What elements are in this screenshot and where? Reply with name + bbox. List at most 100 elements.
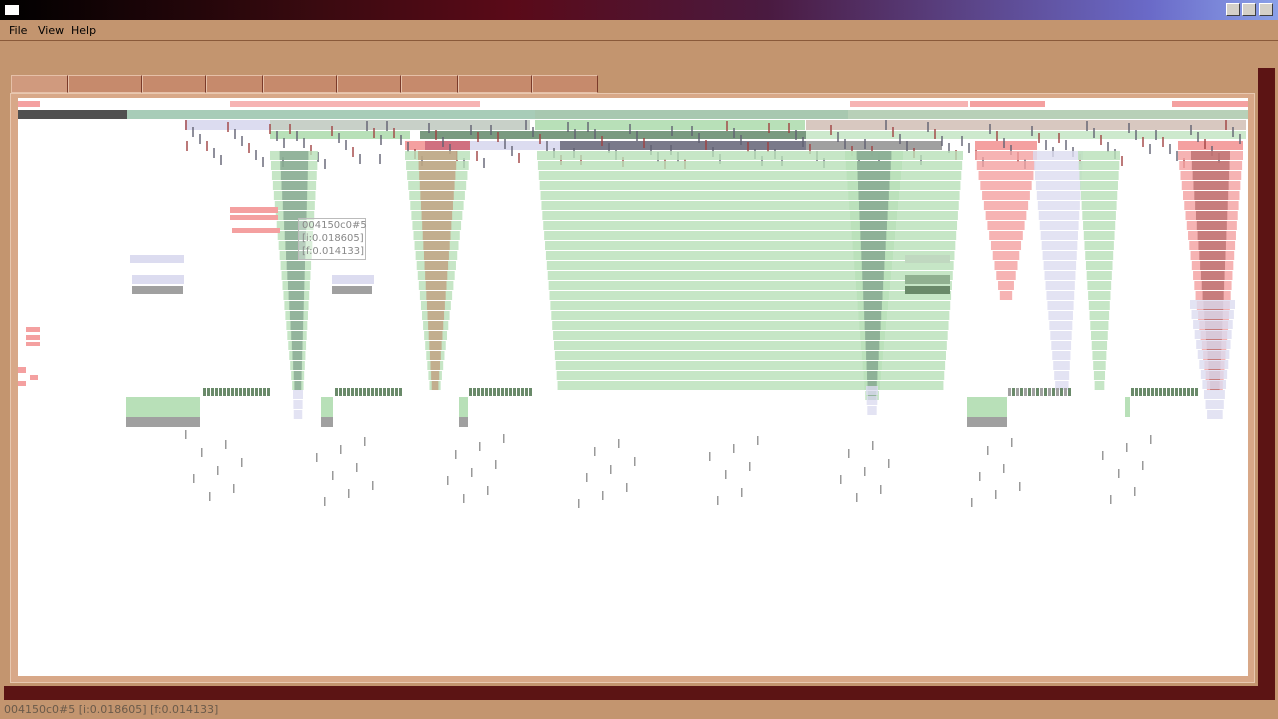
call-block [241, 136, 243, 146]
tab[interactable] [142, 75, 206, 93]
call-block [996, 131, 998, 141]
call-block [477, 132, 479, 142]
call-block [554, 351, 946, 360]
call-block [1190, 125, 1192, 135]
call-block [431, 371, 440, 380]
call-block [1197, 350, 1230, 359]
call-block [248, 143, 250, 153]
call-block [795, 130, 797, 140]
call-block [601, 136, 603, 146]
call-block [864, 467, 866, 476]
call-block [270, 120, 530, 130]
call-block [1033, 161, 1083, 170]
call-block [560, 141, 806, 150]
call-block [1194, 330, 1232, 339]
call-block [1232, 127, 1234, 137]
call-block [1085, 261, 1113, 270]
call-block [426, 301, 445, 310]
call-block [1204, 139, 1206, 149]
call-block [532, 127, 534, 137]
call-block [1019, 482, 1021, 491]
call-block [1195, 211, 1228, 220]
call-block [422, 221, 452, 230]
tab[interactable] [263, 75, 337, 93]
call-block [293, 371, 302, 380]
menu-item[interactable]: View [38, 24, 65, 37]
call-block [483, 158, 485, 168]
call-block [435, 130, 437, 140]
call-block [970, 101, 1045, 107]
call-block [535, 120, 805, 130]
call-block [335, 388, 338, 396]
call-block [552, 321, 949, 330]
call-block [267, 388, 270, 396]
call-block [185, 120, 187, 130]
call-block [517, 388, 520, 396]
tab[interactable] [401, 75, 458, 93]
call-block [26, 327, 40, 332]
tab[interactable] [11, 75, 68, 93]
call-block [359, 388, 362, 396]
call-block [1036, 388, 1039, 396]
call-block [1143, 388, 1146, 396]
call-block [546, 261, 954, 270]
call-block [227, 388, 230, 396]
call-block [426, 291, 446, 300]
call-block [550, 301, 951, 310]
call-block [857, 171, 891, 180]
tab[interactable] [532, 75, 598, 93]
tab[interactable] [337, 75, 401, 93]
call-block [321, 417, 333, 427]
call-block [276, 131, 278, 141]
call-block [1045, 140, 1047, 150]
call-block [1078, 151, 1120, 160]
call-block [574, 129, 576, 139]
call-block [867, 371, 878, 380]
call-block [379, 154, 381, 164]
call-block [234, 129, 236, 139]
call-block [1008, 388, 1011, 396]
menu-item[interactable]: File [9, 24, 28, 37]
call-block [1205, 400, 1224, 409]
call-block [356, 463, 358, 472]
call-block [539, 181, 961, 190]
call-block [1081, 201, 1117, 210]
call-block [1085, 251, 1114, 260]
call-block [546, 141, 548, 151]
tab[interactable] [206, 75, 263, 93]
call-block [867, 381, 877, 390]
call-block [223, 388, 226, 396]
maximize-button[interactable] [1242, 3, 1256, 16]
call-block [1199, 251, 1226, 260]
call-block [1191, 161, 1230, 170]
call-block [380, 135, 382, 145]
call-block [1195, 388, 1198, 396]
call-block [866, 396, 878, 405]
menu-item[interactable]: Help [71, 24, 97, 37]
call-block [670, 145, 672, 155]
call-block [862, 281, 884, 290]
call-block [971, 498, 973, 507]
call-block [289, 311, 304, 320]
call-block [235, 388, 238, 396]
call-block [542, 211, 958, 220]
call-block [338, 133, 340, 143]
tab[interactable] [68, 75, 142, 93]
call-block [1035, 181, 1082, 190]
call-block [551, 311, 950, 320]
call-block [941, 136, 943, 146]
call-block [594, 129, 596, 139]
tab[interactable] [458, 75, 532, 93]
call-block [861, 251, 886, 260]
call-block [626, 483, 628, 492]
call-block [1040, 388, 1043, 396]
close-button[interactable] [1259, 3, 1273, 16]
call-block [1052, 351, 1071, 360]
call-block [1031, 126, 1033, 136]
minimize-button[interactable] [1226, 3, 1240, 16]
call-block [513, 388, 516, 396]
call-block [802, 137, 804, 147]
call-block [1003, 464, 1005, 473]
call-block [284, 231, 306, 240]
call-block [1200, 261, 1226, 270]
